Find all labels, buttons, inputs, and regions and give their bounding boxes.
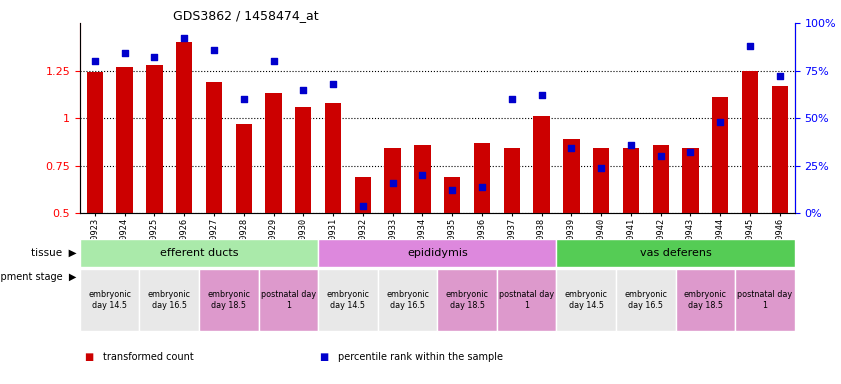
Bar (80, 269, 140, 331)
Bar (563, 139, 579, 213)
Text: embryonic
day 14.5: embryonic day 14.5 (88, 290, 131, 310)
Point (237, 96, 251, 102)
Point (88, 58, 102, 64)
Bar (504, 149, 520, 213)
Text: embryonic
day 16.5: embryonic day 16.5 (624, 290, 667, 310)
Bar (675, 269, 735, 331)
Text: vas deferens: vas deferens (640, 248, 711, 258)
Bar (616, 269, 675, 331)
Bar (176, 42, 193, 213)
Bar (742, 71, 759, 213)
Point (356, 202, 369, 209)
Point (743, 43, 757, 49)
Point (207, 46, 220, 53)
Bar (295, 107, 311, 213)
Point (326, 81, 340, 87)
Text: efferent ducts: efferent ducts (160, 248, 238, 258)
Bar (473, 143, 490, 213)
Bar (80, 239, 318, 267)
Bar (557, 269, 616, 331)
Text: transformed count: transformed count (103, 352, 193, 362)
Bar (437, 269, 497, 331)
Bar (265, 93, 282, 213)
Text: tissue  ▶: tissue ▶ (30, 248, 77, 258)
Bar (593, 149, 610, 213)
Point (475, 184, 489, 190)
Text: postnatal day
1: postnatal day 1 (499, 290, 554, 310)
Bar (318, 239, 557, 267)
Bar (444, 177, 460, 213)
Point (684, 149, 697, 156)
Point (446, 187, 459, 194)
Text: embryonic
day 14.5: embryonic day 14.5 (565, 290, 608, 310)
Text: development stage  ▶: development stage ▶ (0, 272, 77, 282)
Bar (116, 67, 133, 213)
Bar (206, 82, 222, 213)
Point (297, 86, 310, 93)
Bar (653, 145, 669, 213)
Text: embryonic
day 18.5: embryonic day 18.5 (446, 290, 489, 310)
Bar (533, 116, 550, 213)
Text: embryonic
day 16.5: embryonic day 16.5 (386, 290, 429, 310)
Bar (199, 269, 259, 331)
Point (773, 73, 786, 79)
Bar (682, 149, 699, 213)
Point (267, 58, 280, 64)
Text: embryonic
day 18.5: embryonic day 18.5 (684, 290, 727, 310)
Bar (140, 269, 199, 331)
Bar (622, 149, 639, 213)
Point (177, 35, 191, 41)
Bar (87, 73, 103, 213)
Point (654, 153, 668, 159)
Point (386, 180, 399, 186)
Point (118, 50, 131, 56)
Bar (772, 86, 788, 213)
Point (595, 164, 608, 170)
Text: percentile rank within the sample: percentile rank within the sample (338, 352, 503, 362)
Point (713, 119, 727, 125)
Point (564, 146, 578, 152)
Point (148, 54, 161, 60)
Bar (497, 269, 557, 331)
Bar (259, 269, 318, 331)
Point (624, 142, 637, 148)
Bar (557, 239, 795, 267)
Text: embryonic
day 14.5: embryonic day 14.5 (326, 290, 369, 310)
Bar (325, 103, 341, 213)
Bar (355, 177, 371, 213)
Text: epididymis: epididymis (407, 248, 468, 258)
Text: ■: ■ (84, 352, 93, 362)
Point (535, 92, 548, 98)
Point (415, 172, 429, 178)
Bar (378, 269, 437, 331)
Text: postnatal day
1: postnatal day 1 (261, 290, 316, 310)
Point (505, 96, 519, 102)
Bar (235, 124, 252, 213)
Bar (735, 269, 795, 331)
Bar (712, 97, 728, 213)
Bar (384, 149, 401, 213)
Bar (318, 269, 378, 331)
Bar (146, 65, 162, 213)
Text: embryonic
day 18.5: embryonic day 18.5 (208, 290, 251, 310)
Text: postnatal day
1: postnatal day 1 (738, 290, 792, 310)
Bar (415, 145, 431, 213)
Text: embryonic
day 16.5: embryonic day 16.5 (148, 290, 191, 310)
Text: ■: ■ (320, 352, 329, 362)
Text: GDS3862 / 1458474_at: GDS3862 / 1458474_at (173, 9, 319, 22)
